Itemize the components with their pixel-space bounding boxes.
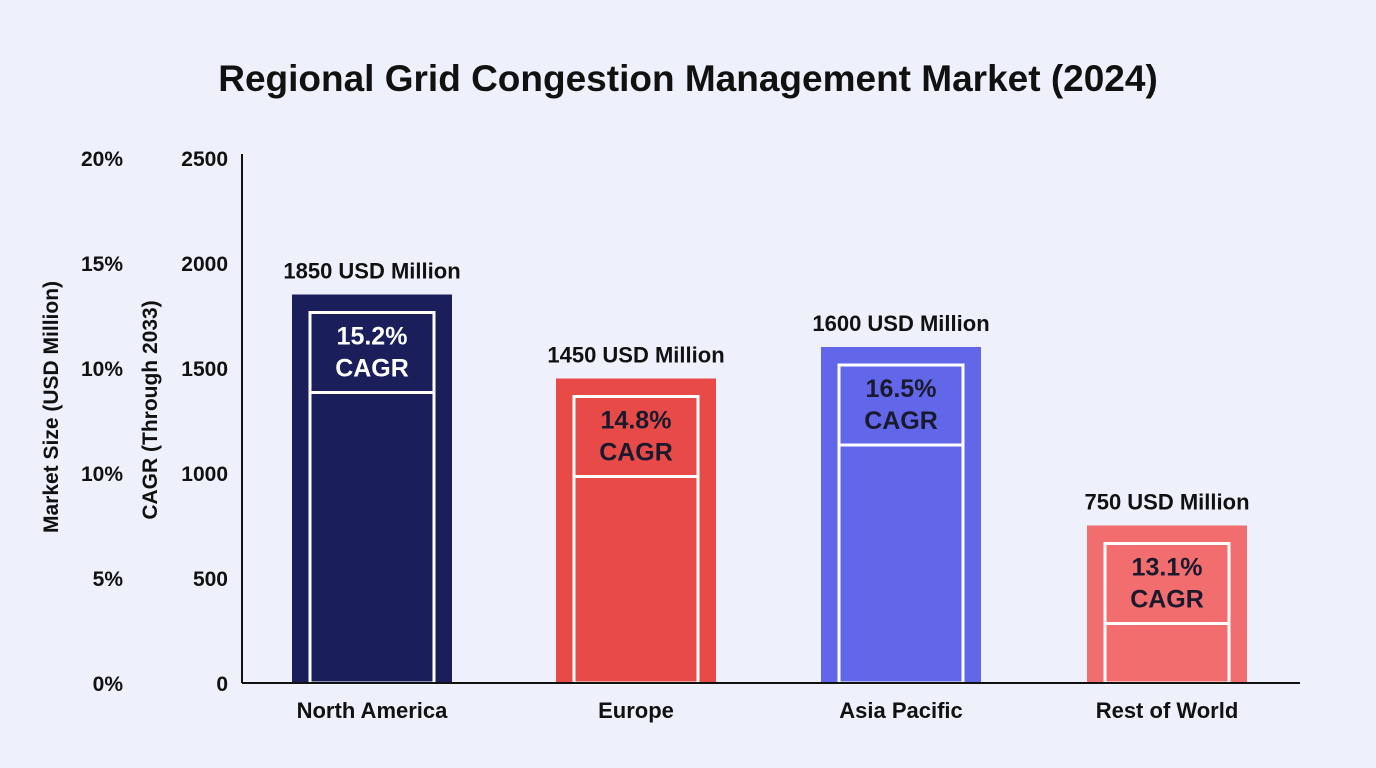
secondary-y-tick-label: 0% [93,673,124,696]
y-tick-label: 1500 [181,358,228,381]
y-tick-label: 2500 [181,148,228,171]
chart-title: Regional Grid Congestion Management Mark… [218,58,1158,99]
y-tick-label: 1000 [181,463,228,486]
cagr-value-label: 16.5% [866,375,937,403]
secondary-y-tick-label: 5% [93,568,124,591]
cagr-value-label: 14.8% [601,407,672,435]
x-tick-label: Asia Pacific [839,698,963,723]
secondary-y-tick-label: 20% [81,148,123,171]
x-tick-label: North America [297,698,449,723]
cagr-suffix-label: CAGR [864,407,938,435]
secondary-y-tick-label: 10% [81,463,123,486]
bar [556,378,716,683]
cagr-suffix-label: CAGR [1130,586,1204,614]
cagr-suffix-label: CAGR [335,355,409,383]
bar-value-label: 750 USD Million [1084,490,1249,515]
bar-value-label: 1850 USD Million [283,259,460,284]
secondary-y-tick-label: 15% [81,253,123,276]
y-tick-label: 0 [216,673,228,696]
x-tick-label: Rest of World [1096,698,1239,723]
secondary-y-tick-label: 10% [81,358,123,381]
bar-value-label: 1450 USD Million [547,343,724,368]
x-tick-label: Europe [598,698,674,723]
bar [292,294,452,683]
cagr-suffix-label: CAGR [599,439,673,467]
cagr-value-label: 15.2% [337,323,408,351]
cagr-value-label: 13.1% [1132,554,1203,582]
bar [821,347,981,683]
bar [1087,525,1247,683]
y-tick-label: 500 [193,568,228,591]
y-tick-label: 2000 [181,253,228,276]
bar-value-label: 1600 USD Million [812,311,989,336]
